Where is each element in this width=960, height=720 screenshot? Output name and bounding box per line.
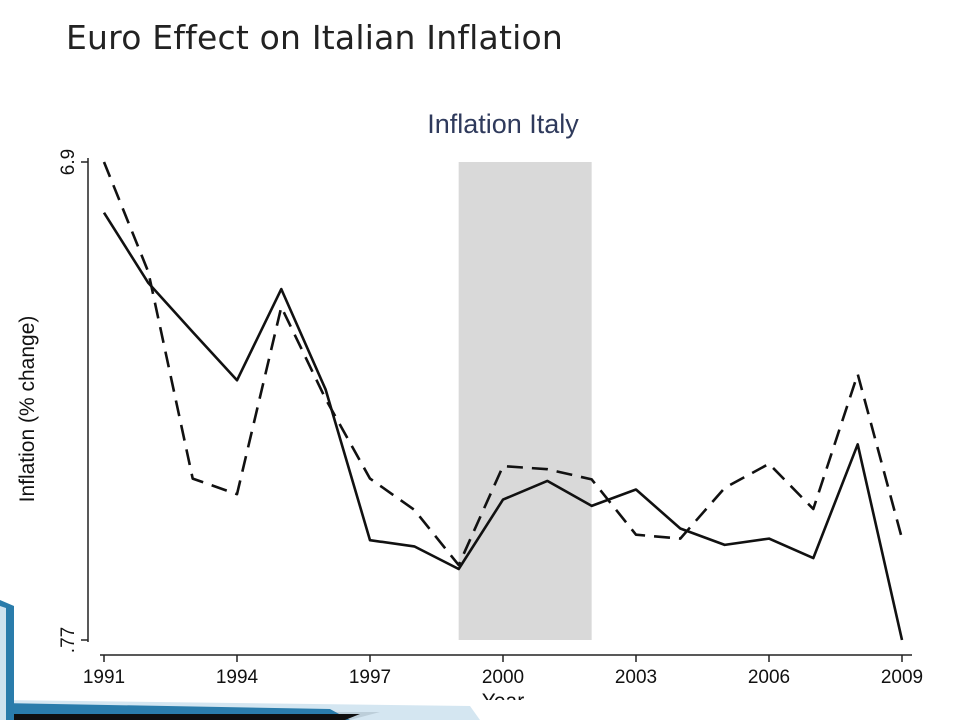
series-layer [102,161,904,641]
series-line-dashed [102,161,904,567]
series-line-solid [102,212,904,641]
x-tick-label: 2003 [615,667,657,688]
y-axis-title: Inflation (% change) [16,316,39,503]
y-tick-label: .77 [58,627,79,653]
axes-layer [81,158,912,662]
x-tick-label: 1997 [349,667,391,688]
x-tick-label: 1994 [216,667,259,688]
y-tick-label: 6.9 [58,149,79,175]
x-tick-label: 2000 [482,667,524,688]
shaded-region [458,162,592,640]
x-tick-label: 2009 [881,667,923,688]
slide-title: Euro Effect on Italian Inflation [66,18,563,57]
x-tick-label: 1991 [83,667,125,688]
footer-dark-strip [0,714,360,720]
footer-left-edge-light [0,606,6,720]
x-tick-label: 2006 [748,667,790,688]
shaded-period-layer [458,162,592,640]
chart-title: Inflation Italy [427,109,579,139]
slide-footer-decoration [0,600,960,720]
